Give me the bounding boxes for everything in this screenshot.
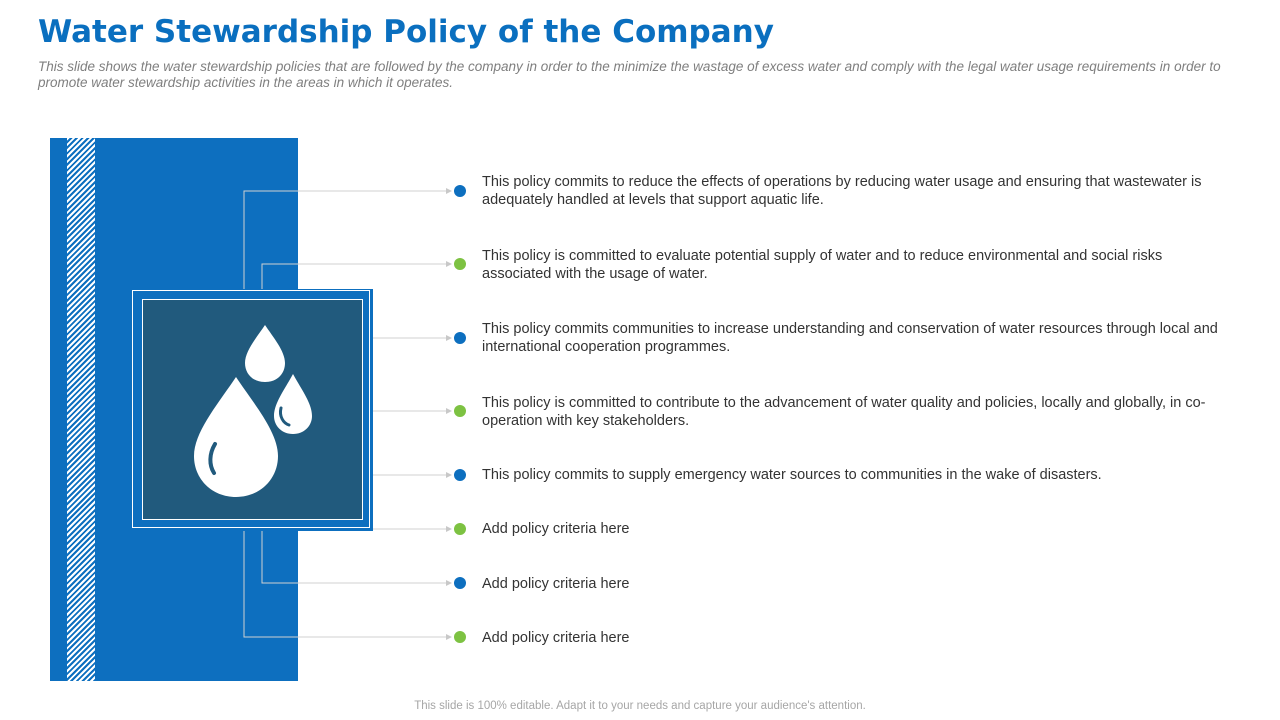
policy-item-1: This policy commits to reduce the effect… [482,174,1202,208]
arrow-6 [446,526,452,532]
arrow-7 [446,580,452,586]
slide-title: Water Stewardship Policy of the Company [38,14,774,50]
policy-item-6: Add policy criteria here [482,521,630,537]
bullet-dot-blue [454,469,466,481]
icon-inner [142,299,363,520]
bullet-dot-blue [454,332,466,344]
bullet-dot-green [454,631,466,643]
bullet-dot-green [454,405,466,417]
icon-frame [132,290,370,528]
bullet-dot-blue [454,577,466,589]
slide-footer: This slide is 100% editable. Adapt it to… [414,700,866,712]
policy-item-3: This policy commits communities to incre… [482,321,1218,355]
arrow-2 [446,261,452,267]
policy-item-8: Add policy criteria here [482,630,630,646]
bullet-dot-green [454,523,466,535]
arrow-8 [446,634,452,640]
water-drops-icon [194,325,312,497]
hatched-stripe [67,138,95,681]
bullet-dot-green [454,258,466,270]
arrow-5 [446,472,452,478]
policy-item-2: This policy is committed to evaluate pot… [482,248,1163,282]
policy-item-7: Add policy criteria here [482,576,630,592]
slide-subtitle: This slide shows the water stewardship p… [38,59,1221,90]
arrow-1 [446,188,452,194]
arrow-3 [446,335,452,341]
policy-item-5: This policy commits to supply emergency … [482,467,1102,483]
policy-item-4: This policy is committed to contribute t… [482,395,1206,429]
arrow-4 [446,408,452,414]
bullet-dot-blue [454,185,466,197]
